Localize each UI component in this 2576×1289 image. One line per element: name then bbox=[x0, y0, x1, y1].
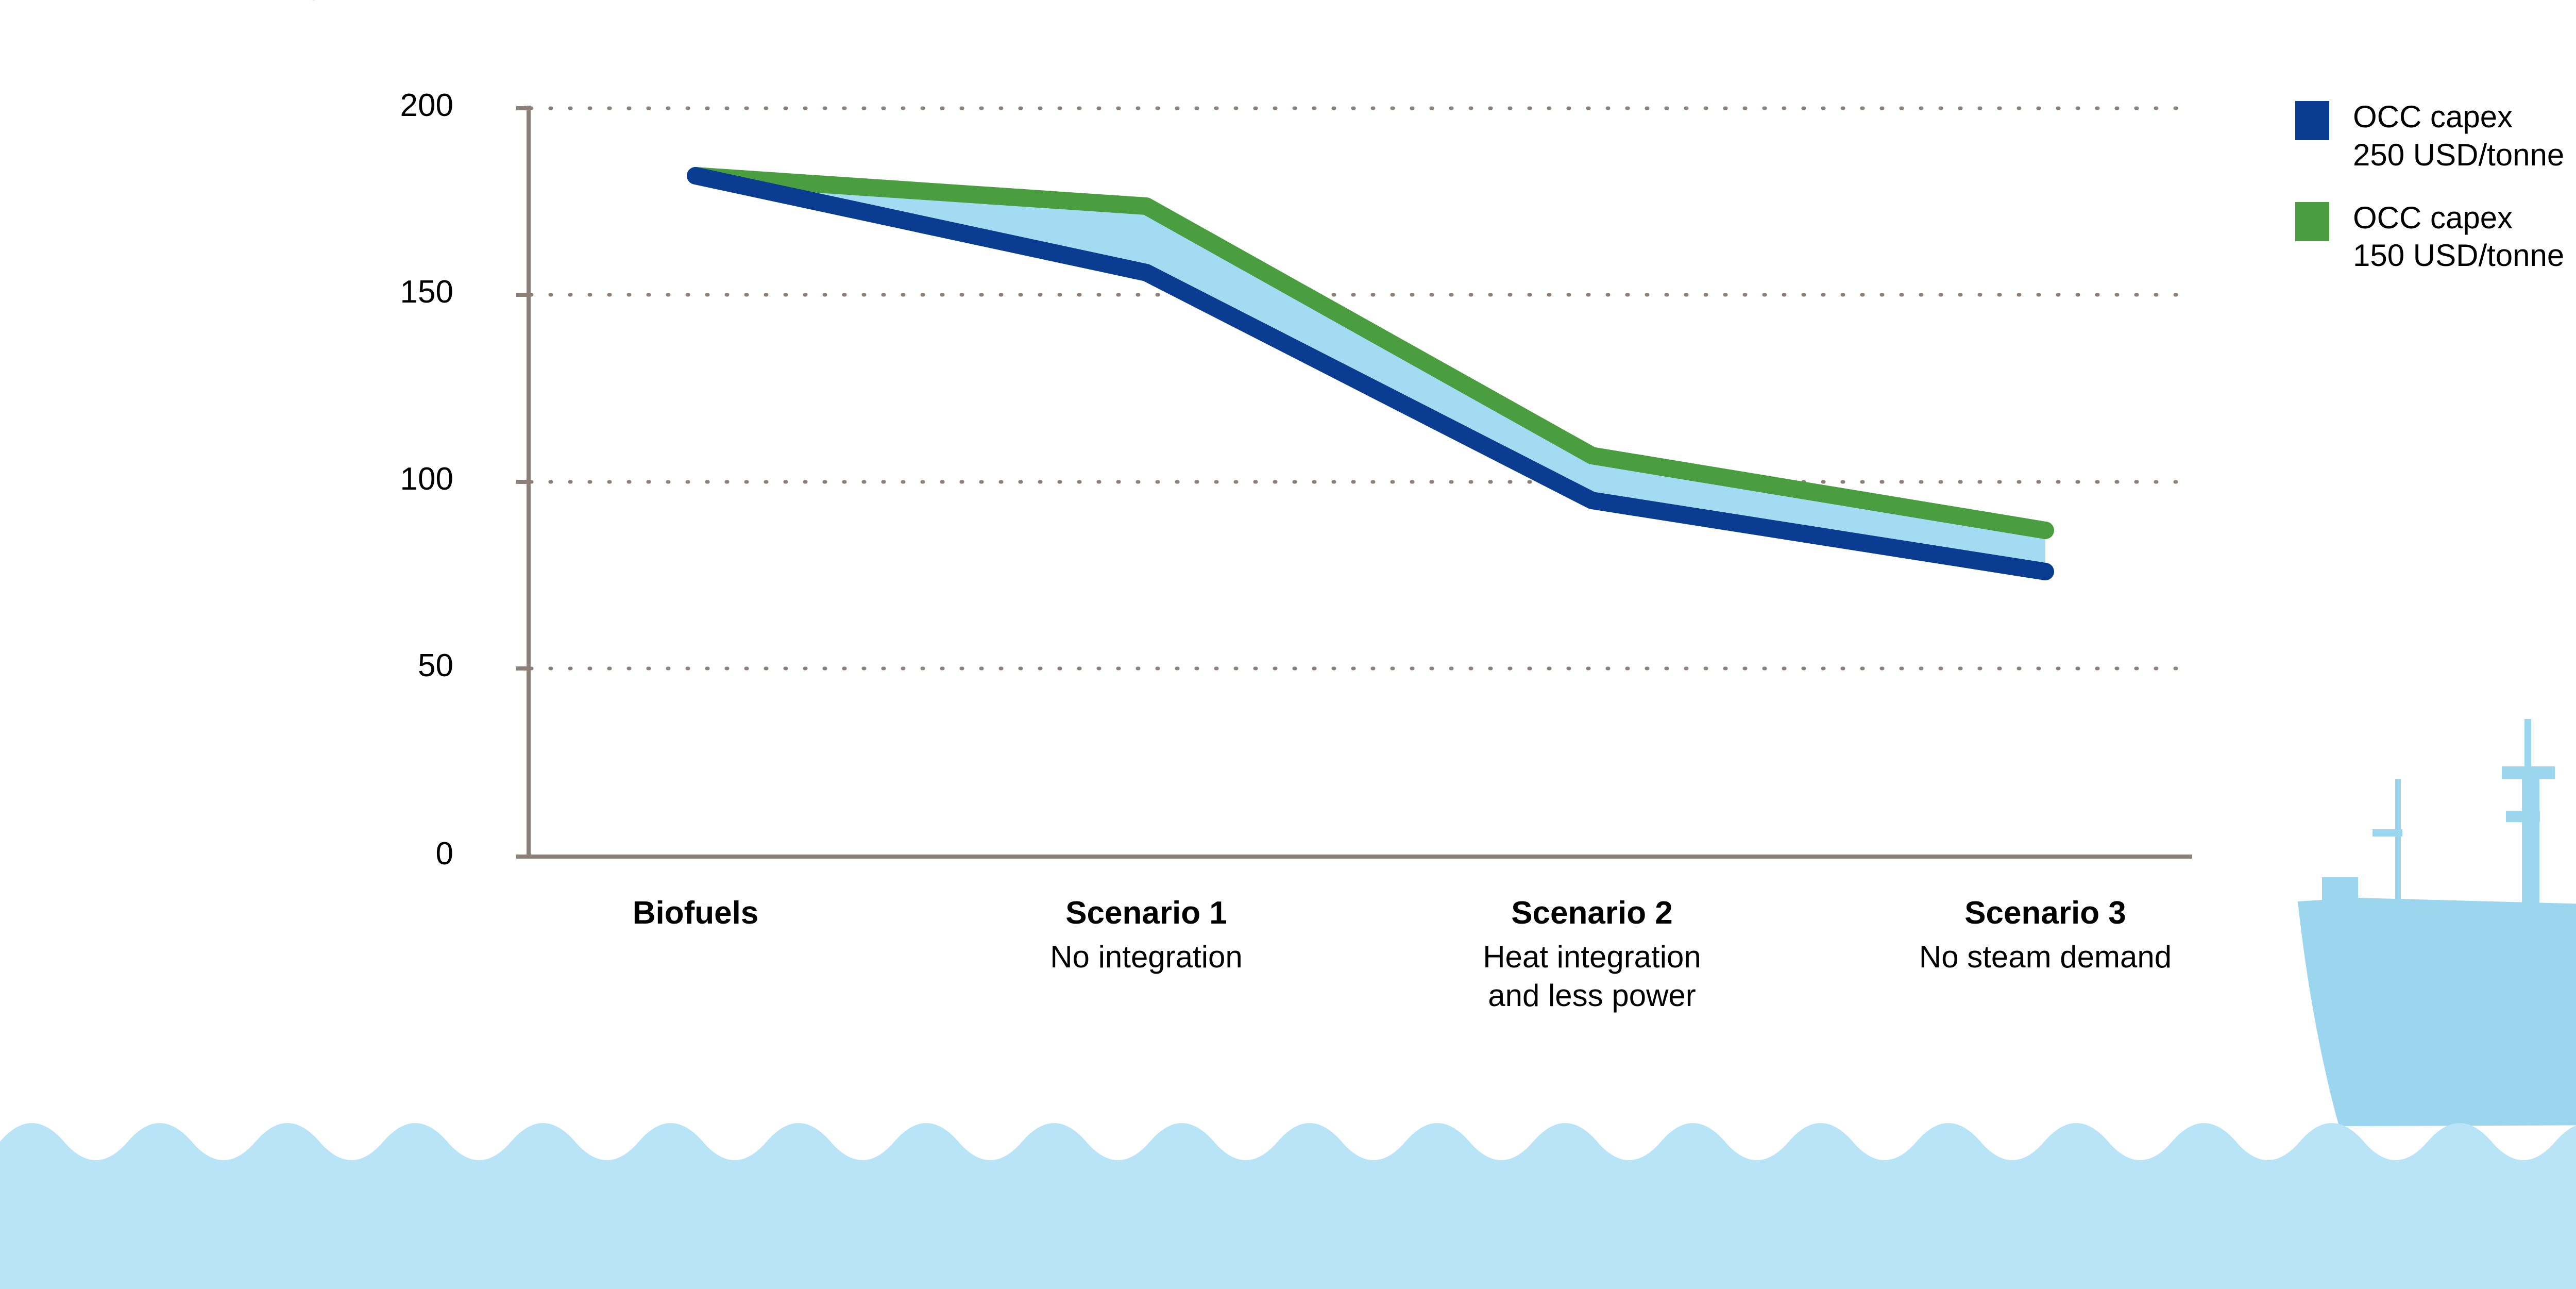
y-tick-label-0: 0 bbox=[435, 836, 453, 872]
legend-label-occ-capex-150: OCC capex 150 USD/tonne bbox=[2353, 199, 2564, 275]
legend-label-occ-capex-250-line2: 250 USD/tonne bbox=[2353, 137, 2565, 172]
x-category-scenario-1: Scenario 1 No integration bbox=[914, 894, 1378, 977]
y-tick-labels: 200 150 100 50 0 bbox=[309, 0, 453, 1289]
legend-item-occ-capex-150[interactable]: OCC capex 150 USD/tonne bbox=[2295, 199, 2576, 275]
x-category-scenario-2-sub2: and less power bbox=[1488, 978, 1696, 1013]
x-axis-labels: Biofuels Scenario 1 No integration Scena… bbox=[0, 894, 2267, 1111]
x-category-scenario-2-sub1: Heat integration bbox=[1483, 940, 1701, 975]
x-category-scenario-3-sub1: No steam demand bbox=[1919, 940, 2172, 975]
legend-item-occ-capex-250[interactable]: OCC capex 250 USD/tonne bbox=[2295, 98, 2576, 174]
y-tick-label-150: 150 bbox=[400, 274, 453, 310]
series-line-occ-capex-150 bbox=[687, 167, 2054, 539]
y-tick-label-50: 50 bbox=[418, 648, 453, 683]
series-band-fill bbox=[696, 176, 2045, 572]
legend-swatch-blue-icon bbox=[2295, 101, 2329, 140]
y-tick-label-200: 200 bbox=[400, 88, 453, 123]
legend-label-occ-capex-250-line1: OCC capex bbox=[2353, 99, 2513, 134]
x-category-scenario-1-title: Scenario 1 bbox=[1065, 895, 1227, 931]
series-line-occ-capex-250 bbox=[687, 167, 2054, 580]
x-category-biofuels-title: Biofuels bbox=[632, 895, 759, 931]
x-category-scenario-1-sub1: No integration bbox=[1050, 940, 1243, 975]
legend-label-occ-capex-150-line1: OCC capex bbox=[2353, 200, 2513, 235]
x-category-scenario-2-title: Scenario 2 bbox=[1511, 895, 1673, 931]
legend-label-occ-capex-250: OCC capex 250 USD/tonne bbox=[2353, 98, 2564, 174]
x-category-biofuels: Biofuels bbox=[464, 894, 927, 932]
chart-legend: OCC capex 250 USD/tonne OCC capex 150 US… bbox=[2295, 98, 2576, 299]
x-category-scenario-3: Scenario 3 No steam demand bbox=[1814, 894, 2277, 977]
y-tick-marks bbox=[516, 106, 529, 859]
legend-swatch-green-icon bbox=[2295, 202, 2329, 241]
x-category-scenario-2: Scenario 2 Heat integration and less pow… bbox=[1360, 894, 1824, 1015]
legend-label-occ-capex-150-line2: 150 USD/tonne bbox=[2353, 238, 2565, 273]
x-category-scenario-3-title: Scenario 3 bbox=[1964, 895, 2126, 931]
gridlines bbox=[529, 106, 2194, 671]
y-tick-label-100: 100 bbox=[400, 461, 453, 497]
